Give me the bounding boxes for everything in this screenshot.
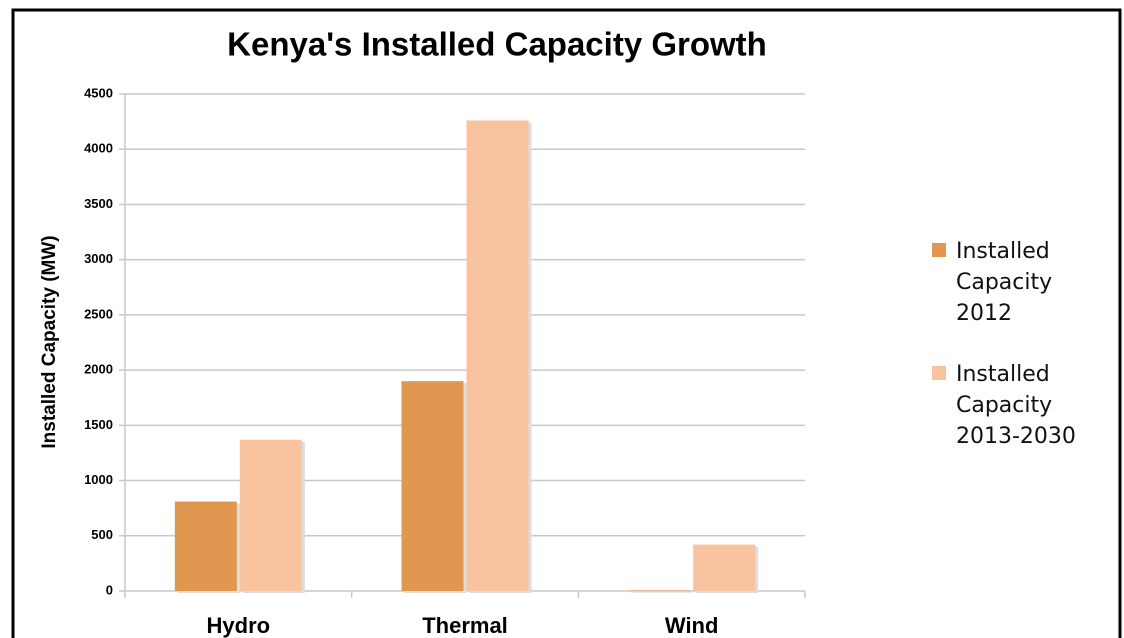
y-tick-label: 1500: [84, 417, 113, 432]
y-tick-label: 2000: [84, 362, 113, 377]
x-tick-label: Thermal: [422, 613, 508, 638]
bar: [693, 544, 756, 591]
legend-swatch: [932, 366, 946, 380]
bar: [628, 590, 691, 591]
bar-shadow: [631, 592, 694, 593]
y-tick-label: 1000: [84, 472, 113, 487]
x-tick-label: Wind: [665, 613, 719, 638]
legend-swatch: [932, 243, 946, 257]
frame: [11, 8, 1122, 638]
x-tick-label: Hydro: [207, 613, 271, 638]
chart-title: Kenya's Installed Capacity Growth: [227, 26, 767, 63]
bar: [239, 439, 302, 591]
legend-label: Installed Capacity 2013-2030: [956, 362, 1076, 449]
y-tick-label: 4500: [84, 85, 113, 100]
bar: [401, 381, 464, 591]
y-axis-label: Installed Capacity (MW): [39, 235, 60, 448]
y-tick-label: 3000: [84, 251, 113, 266]
y-tick-label: 2500: [84, 306, 113, 321]
bar: [174, 501, 237, 591]
legend-label: Installed Capacity 2012: [956, 239, 1053, 326]
bar: [466, 120, 529, 592]
y-tick-label: 500: [91, 527, 113, 542]
y-tick-label: 4000: [84, 141, 113, 156]
y-tick-label: 3500: [84, 196, 113, 211]
y-tick-label: 0: [106, 582, 113, 597]
